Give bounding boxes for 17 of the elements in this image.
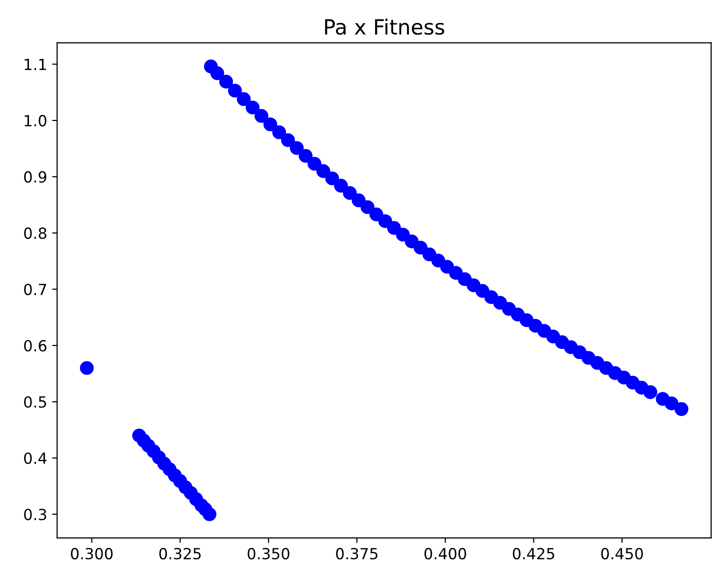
x-tick-label: 0.325 <box>159 548 201 560</box>
y-tick-label: 0.9 <box>24 171 46 183</box>
x-tick-label: 0.375 <box>336 548 378 560</box>
y-tick-label: 0.3 <box>24 508 46 520</box>
y-tick-label: 0.8 <box>24 227 46 239</box>
y-tick-label: 1.0 <box>24 114 46 126</box>
x-tick-label: 0.400 <box>424 548 466 560</box>
y-tick-label: 0.7 <box>24 284 46 296</box>
x-tick-label: 0.450 <box>601 548 643 560</box>
x-tick-label: 0.350 <box>248 548 290 560</box>
y-tick-label: 1.1 <box>24 58 46 70</box>
x-tick-label: 0.425 <box>512 548 554 560</box>
chart-title: Pa x Fitness <box>325 18 444 35</box>
y-tick-label: 0.6 <box>24 340 46 352</box>
y-tick-label: 0.4 <box>24 452 47 464</box>
y-tick-label: 0.5 <box>24 396 46 408</box>
x-tick-label: 0.300 <box>70 548 113 560</box>
